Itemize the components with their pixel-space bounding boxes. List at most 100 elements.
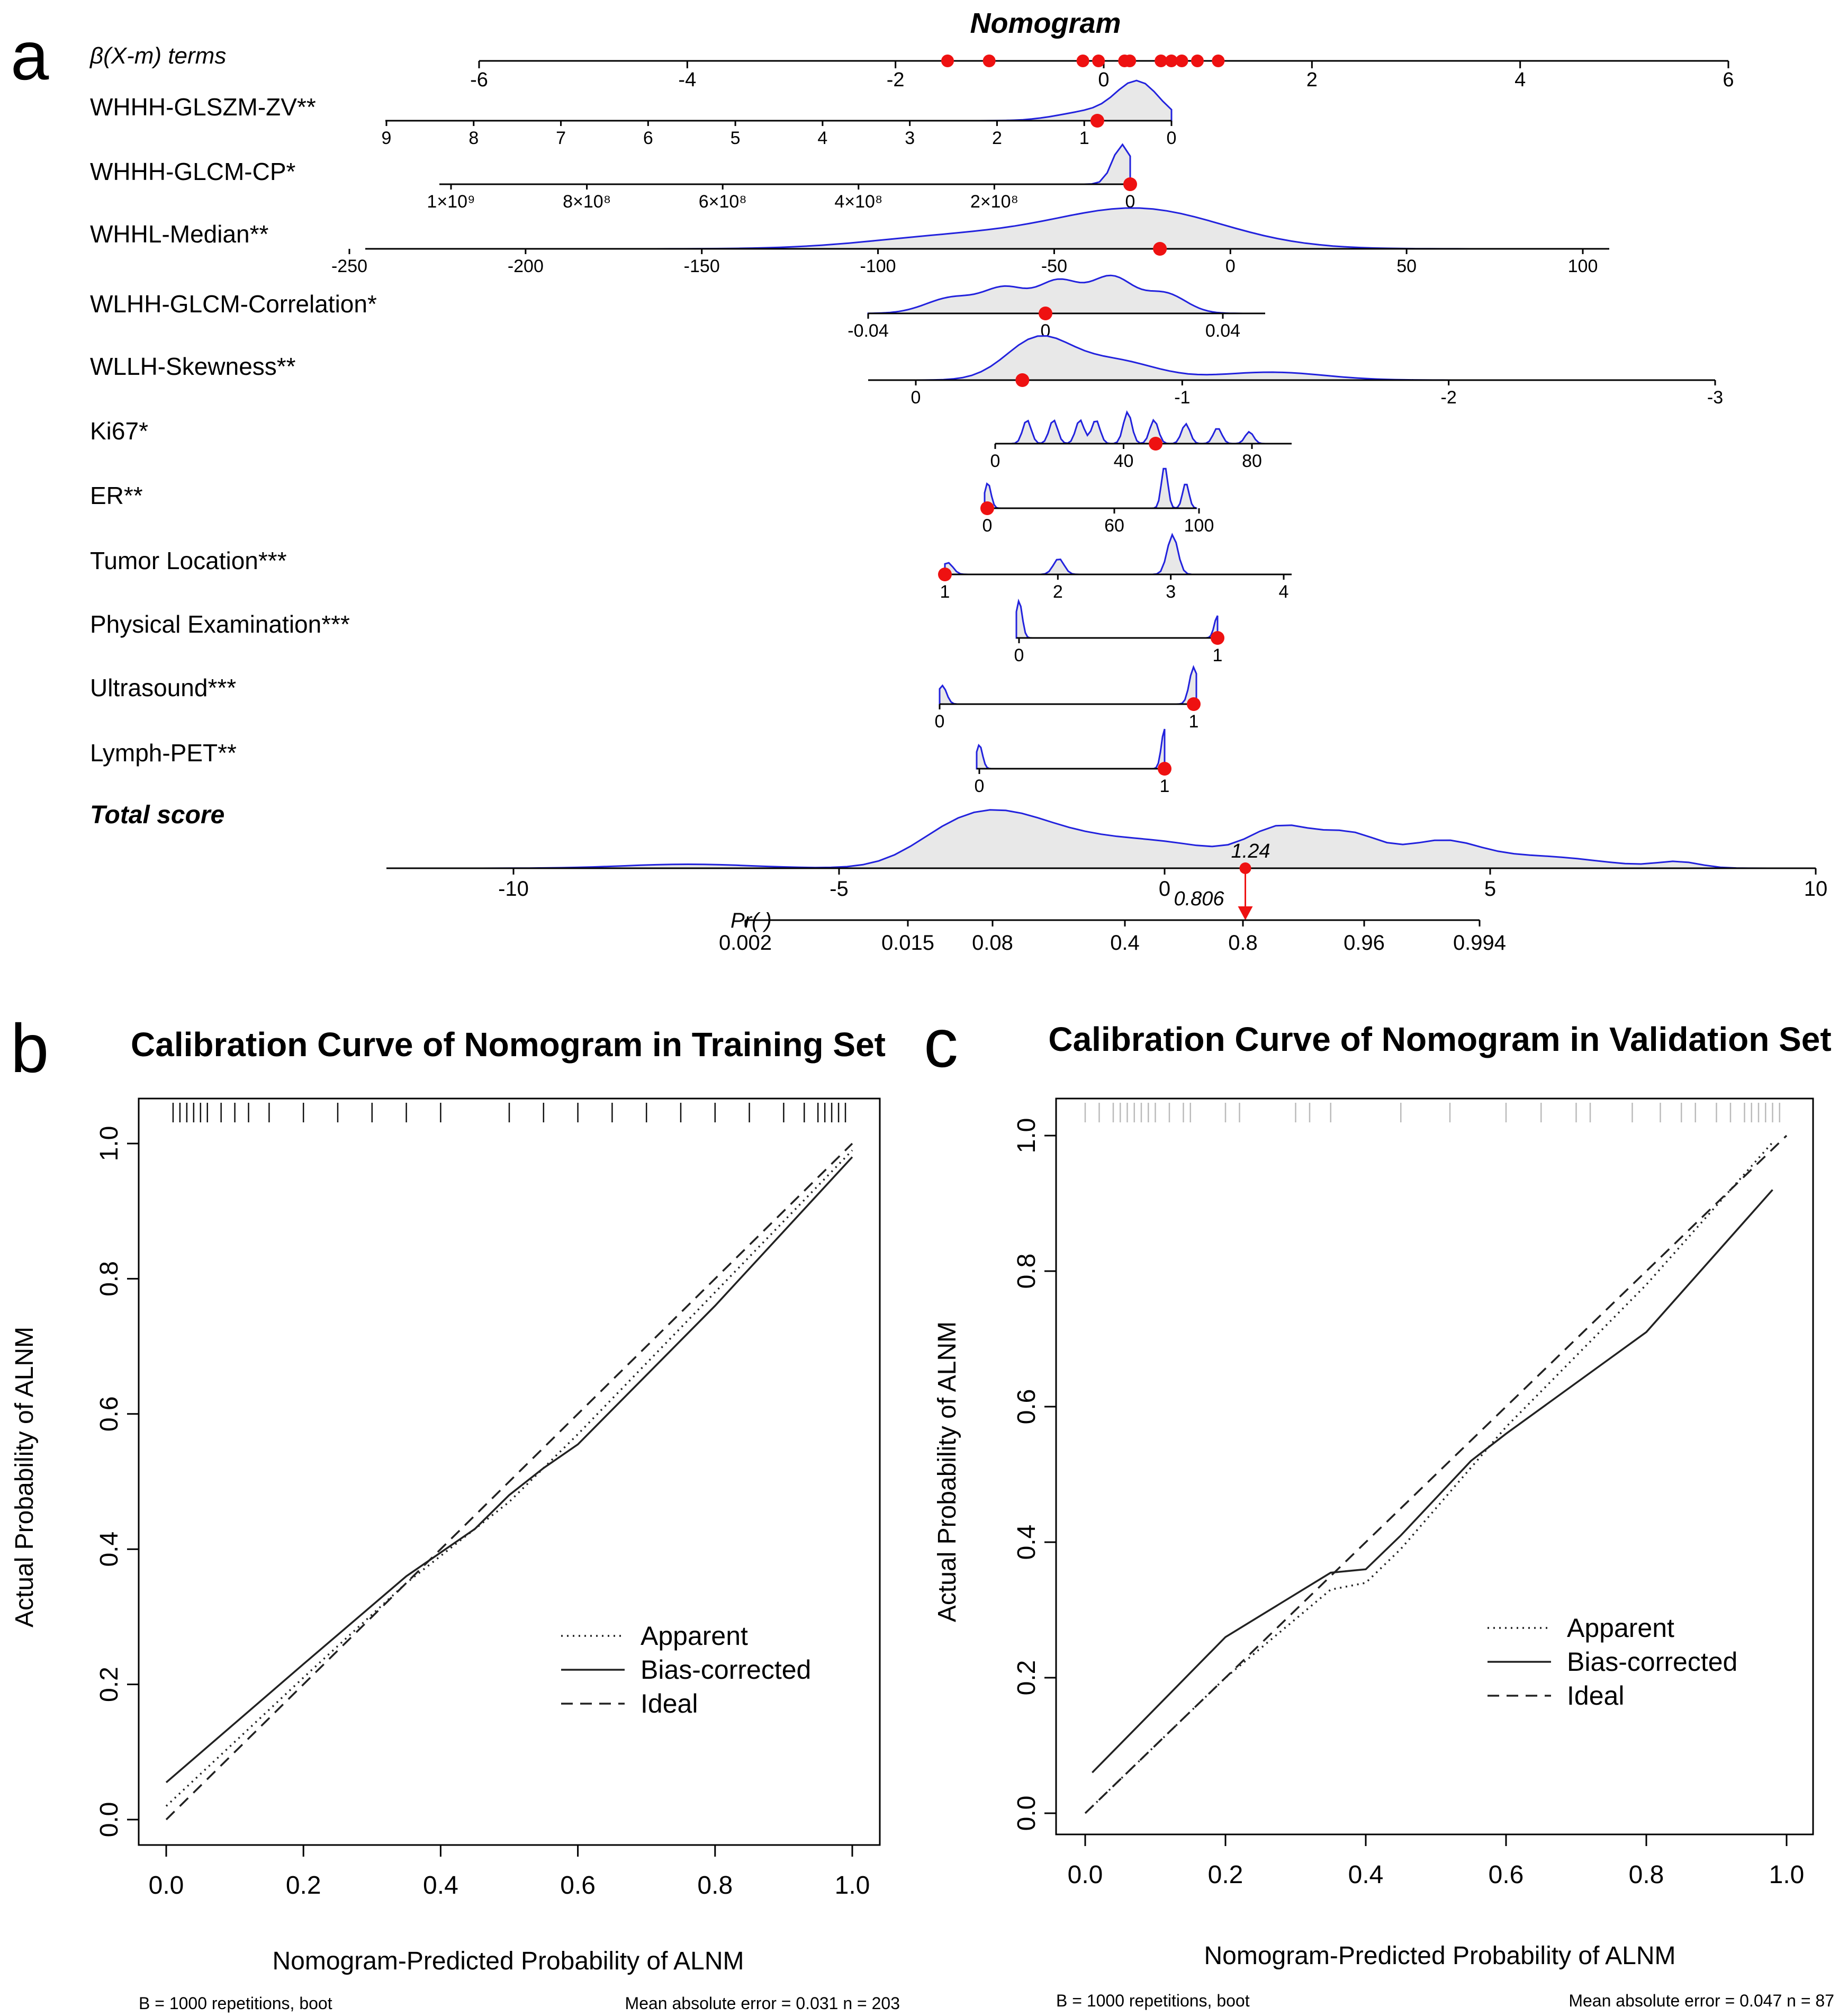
density-curve: [976, 728, 1166, 770]
variable-tick-label: 5: [731, 128, 741, 148]
x-tick-label: 0.6: [560, 1871, 596, 1900]
panel-letter-b: b: [11, 1010, 49, 1087]
nomogram-row: ER** 0 60 100: [90, 467, 1214, 536]
legend-label: Bias-corrected: [641, 1655, 811, 1685]
total-value-annotation: 1.24: [1231, 840, 1270, 862]
prob-arrow: [1238, 906, 1253, 920]
y-tick-label: 1.0: [1013, 1118, 1041, 1154]
beta-tick-label: 2: [1306, 69, 1318, 91]
probability-tick-label: 0.015: [881, 931, 934, 955]
beta-point: [1155, 55, 1168, 67]
variable-tick-label: 8×10⁸: [563, 192, 611, 212]
beta-tick-label: -2: [887, 69, 905, 91]
nomogram-variable-label: WHHH-GLCM-CP*: [90, 158, 296, 185]
variable-tick-label: 2: [992, 128, 1002, 148]
beta-tick-label: -4: [678, 69, 696, 91]
density-curve: [867, 274, 1265, 314]
calibration-training-xlabel: Nomogram-Predicted Probability of ALNM: [272, 1947, 744, 1975]
nomogram-row: WLLH-Skewness** 0 -1 -2 -3: [90, 335, 1723, 408]
beta-point: [1092, 55, 1105, 67]
legend-label: Ideal: [1567, 1681, 1624, 1711]
total-density-curve: [386, 809, 1816, 869]
x-tick-label: 0.4: [423, 1871, 458, 1900]
calibration-training-title: Calibration Curve of Nomogram in Trainin…: [131, 1025, 886, 1064]
nomogram-row: Ki67* 0 40 80: [90, 410, 1292, 471]
variable-tick-label: 0: [990, 451, 1000, 471]
nomogram-row: WLHH-GLCM-Correlation*-0.04 0 0.04: [90, 274, 1265, 341]
variable-tick-label: 80: [1242, 451, 1262, 471]
beta-tick-label: 4: [1515, 69, 1526, 91]
total-tick-label: -5: [830, 877, 849, 901]
variable-tick-label: 0: [1167, 128, 1177, 148]
beta-point: [1175, 55, 1188, 67]
series-line: [165, 1156, 853, 1784]
series-line: [1084, 1135, 1788, 1814]
nomogram-variable-label: WHHH-GLSZM-ZV**: [90, 93, 316, 121]
series-line: [165, 1142, 853, 1821]
total-score-label: Total score: [90, 801, 224, 829]
density-curve: [939, 664, 1197, 705]
panel-letter-c: c: [924, 1004, 958, 1082]
calibration-validation-xlabel: Nomogram-Predicted Probability of ALNM: [1204, 1942, 1675, 1970]
variable-tick-label: 100: [1568, 256, 1598, 276]
nomogram-row: Ultrasound*** 0 1: [90, 664, 1201, 732]
beta-tick-label: -6: [470, 69, 488, 91]
x-tick-label: 0.8: [1629, 1861, 1664, 1889]
calibration-training-panel: Calibration Curve of Nomogram in Trainin…: [11, 1025, 900, 2013]
variable-tick-label: 2×10⁸: [970, 192, 1018, 212]
total-tick-label: -10: [498, 877, 529, 901]
nomogram-variable-label: Tumor Location***: [90, 547, 287, 574]
variable-tick-label: -50: [1041, 256, 1067, 276]
density-curve: [385, 79, 1173, 122]
beta-axis: β(X-m) terms -6 -4 -2 0 2 4 6: [89, 43, 1734, 91]
x-tick-label: 0.2: [1208, 1861, 1243, 1889]
variable-tick-label: 1: [940, 582, 950, 602]
variable-tick-label: -150: [684, 256, 720, 276]
variable-tick-label: 8: [468, 128, 479, 148]
calibration-validation-plot: 0.0 0.2 0.4 0.6 0.8 1.0 0.0 0.2 0.4 0.6 0.8 1.0 Appa…: [1013, 1097, 1814, 1889]
density-curve: [984, 467, 1197, 509]
nomogram-row: WHHL-Median** -250 -200 -150 -100 -50 0 50 100: [90, 207, 1609, 276]
nomogram-row: WHHH-GLCM-CP* 1×10⁹ 8×10⁸ 6×10⁸ 4×10⁸ 2×10⁸ 0: [90, 143, 1137, 212]
x-tick-label: 0.0: [149, 1871, 184, 1900]
calibration-validation-footer-left: B = 1000 repetitions, boot: [1056, 1991, 1250, 2010]
y-tick-label: 0.0: [95, 1802, 123, 1838]
beta-point: [1165, 55, 1178, 67]
variable-tick-label: -200: [508, 256, 544, 276]
variable-tick-label: 1: [1160, 776, 1170, 796]
calibration-validation-footer-right: Mean absolute error = 0.047 n = 87: [1568, 1991, 1834, 2010]
variable-tick-label: -100: [860, 256, 896, 276]
variable-tick-label: 4: [1279, 582, 1289, 602]
y-tick-label: 0.6: [95, 1396, 123, 1432]
variable-tick-label: 3: [905, 128, 915, 148]
calibration-validation-ylabel: Actual Probability of ALNM: [933, 1321, 961, 1622]
variable-tick-label: 1: [1079, 128, 1089, 148]
density-curve: [944, 533, 1292, 575]
y-tick-label: 0.8: [95, 1261, 123, 1297]
calibration-training-footer-right: Mean absolute error = 0.031 n = 203: [625, 1994, 900, 2013]
beta-tick-label: 6: [1723, 69, 1734, 91]
variable-tick-label: 0: [1225, 256, 1236, 276]
nomogram-variable-label: WHHL-Median**: [90, 220, 269, 248]
nomogram-variable-label: Lymph-PET**: [90, 739, 237, 767]
variable-tick-label: 4×10⁸: [834, 192, 882, 212]
legend-label: Ideal: [641, 1689, 698, 1718]
density-curve: [439, 143, 1131, 185]
density-curve: [995, 410, 1292, 445]
variable-tick-label: 60: [1104, 516, 1124, 536]
variable-tick-label: 0: [1014, 645, 1024, 665]
variable-point: [1153, 242, 1167, 256]
nomogram-variable-label: Ultrasound***: [90, 674, 236, 701]
legend-label: Apparent: [1567, 1613, 1674, 1643]
calibration-training-ylabel: Actual Probability of ALNM: [11, 1327, 39, 1627]
variable-point: [1015, 373, 1030, 387]
variable-point: [1158, 762, 1171, 776]
total-tick-label: 10: [1804, 877, 1828, 901]
panel-letter-a: a: [11, 17, 49, 94]
nomogram-rows: β(X-m) terms -6 -4 -2 0 2 4 6 WHHH-GLSZM-ZV** 9 8 7…: [89, 43, 1827, 955]
calibration-training-plot: 0.0 0.2 0.4 0.6 0.8 1.0 0.0 0.2 0.4 0.6 0.8 1.0 Appa…: [95, 1097, 881, 1900]
variable-tick-label: 9: [382, 128, 392, 148]
beta-tick-label: 0: [1098, 69, 1109, 91]
